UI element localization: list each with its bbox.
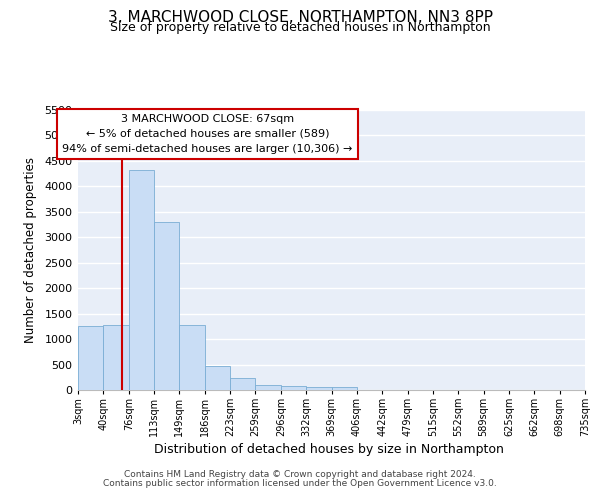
- Text: 3, MARCHWOOD CLOSE, NORTHAMPTON, NN3 8PP: 3, MARCHWOOD CLOSE, NORTHAMPTON, NN3 8PP: [107, 10, 493, 25]
- Bar: [154, 222, 179, 390]
- Text: Contains public sector information licensed under the Open Government Licence v3: Contains public sector information licen…: [103, 479, 497, 488]
- Bar: [256, 386, 281, 390]
- Bar: [230, 378, 256, 390]
- Y-axis label: Number of detached properties: Number of detached properties: [25, 157, 37, 343]
- Bar: [281, 386, 306, 390]
- Bar: [128, 170, 154, 390]
- Bar: [205, 366, 230, 390]
- Bar: [306, 388, 331, 390]
- Bar: [179, 325, 205, 390]
- Text: Contains HM Land Registry data © Crown copyright and database right 2024.: Contains HM Land Registry data © Crown c…: [124, 470, 476, 479]
- Bar: [103, 325, 128, 390]
- Bar: [331, 388, 357, 390]
- Bar: [78, 326, 103, 390]
- Text: 3 MARCHWOOD CLOSE: 67sqm
← 5% of detached houses are smaller (589)
94% of semi-d: 3 MARCHWOOD CLOSE: 67sqm ← 5% of detache…: [62, 114, 352, 154]
- Text: Size of property relative to detached houses in Northampton: Size of property relative to detached ho…: [110, 21, 490, 34]
- Text: Distribution of detached houses by size in Northampton: Distribution of detached houses by size …: [154, 442, 504, 456]
